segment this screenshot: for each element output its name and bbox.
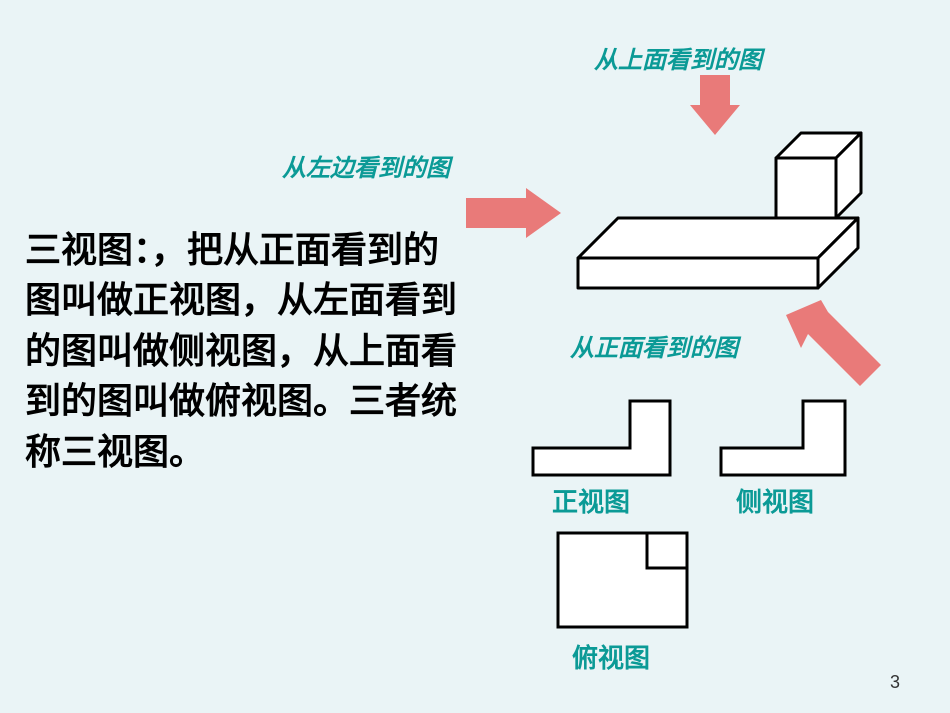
side-view-label: 侧视图: [736, 482, 814, 519]
side-view-shape: [718, 398, 848, 478]
arrow-right: [466, 188, 561, 238]
page-number: 3: [890, 672, 900, 693]
top-view-label: 俯视图: [572, 638, 650, 675]
arrow-upleft: [786, 300, 886, 395]
top-view-shape: [555, 530, 690, 630]
iso-3d-shape: [558, 118, 898, 293]
annotation-front: 从正面看到的图: [570, 328, 738, 363]
annotation-top: 从上面看到的图: [594, 40, 762, 75]
front-view-shape: [530, 398, 675, 478]
annotation-left: 从左边看到的图: [282, 148, 450, 183]
main-description: 三视图：，把从正面看到的图叫做正视图，从左面看到的图叫做侧视图，从上面看到的图叫…: [25, 225, 465, 477]
front-view-label: 正视图: [552, 482, 630, 519]
